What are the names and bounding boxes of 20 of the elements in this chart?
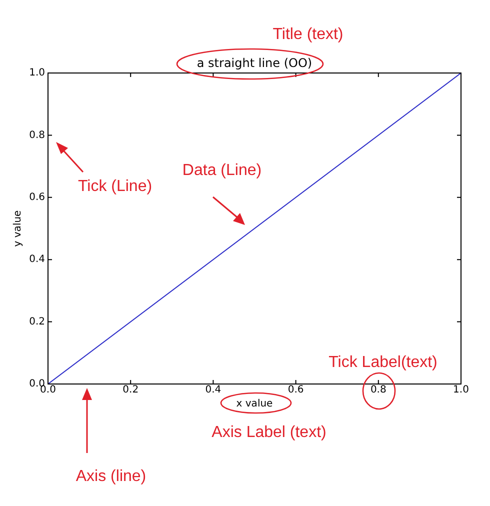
- x-tick-label: 0.6: [288, 384, 304, 396]
- text: Axis Label (text): [212, 424, 326, 442]
- text: Axis (line): [76, 468, 146, 486]
- x-tick-label: 1.0: [453, 384, 469, 396]
- chart-title: a straight line (OO): [196, 56, 312, 70]
- annotation: Data (Line): [182, 162, 262, 180]
- x-axis-title: x value: [236, 398, 273, 410]
- y-tick-label: 0.6: [29, 192, 45, 203]
- y-tick-label: 1.0: [29, 68, 45, 79]
- annotation: Tick Label(text): [328, 354, 438, 372]
- text: Title (text): [272, 26, 344, 44]
- x-tick-label: 0.4: [205, 384, 222, 396]
- x-tick-label: 0.2: [122, 384, 139, 396]
- y-axis-title: y value: [12, 210, 24, 247]
- y-tick-label: 0.2: [29, 316, 45, 328]
- x-tick-label: 0.0: [40, 384, 56, 396]
- annotation: Tick (Line): [78, 178, 152, 196]
- x-tick-label: 0.8: [370, 384, 386, 396]
- y-tick-label: 0.8: [29, 130, 45, 141]
- y-tick-label: 0.4: [29, 254, 45, 266]
